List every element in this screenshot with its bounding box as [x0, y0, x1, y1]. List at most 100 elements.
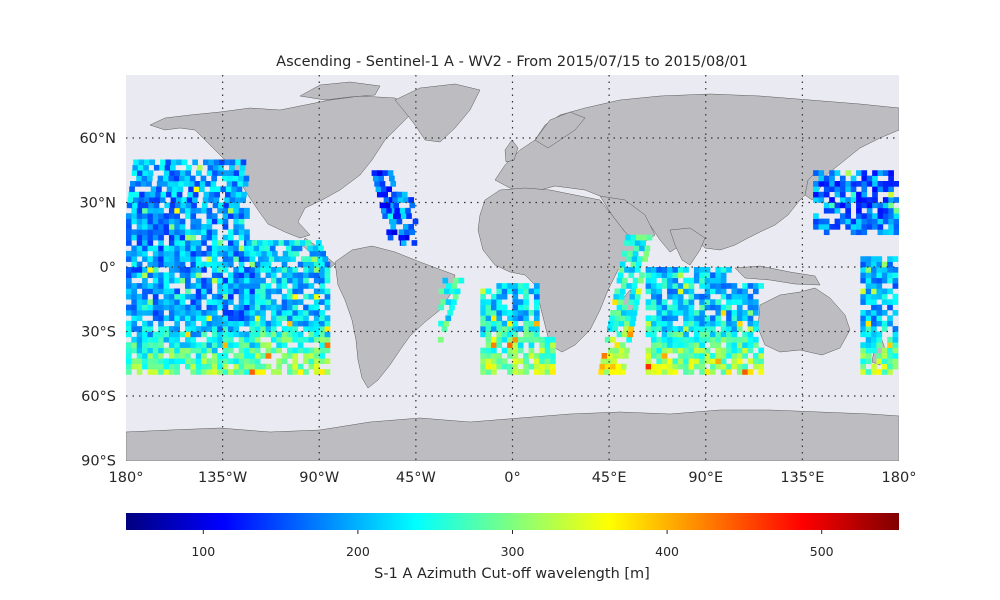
data-cell: [313, 363, 320, 370]
data-cell: [227, 240, 234, 246]
data-cell: [523, 363, 529, 370]
data-cell: [612, 353, 619, 359]
data-cell: [179, 224, 186, 230]
data-cell: [645, 299, 652, 305]
data-cell: [260, 293, 266, 300]
data-cell: [501, 293, 508, 300]
data-cell: [159, 197, 166, 203]
data-cell: [758, 363, 765, 370]
data-cell: [196, 164, 203, 171]
data-cell: [179, 170, 186, 176]
data-cell: [313, 331, 320, 338]
data-cell: [661, 331, 668, 338]
data-cell: [276, 331, 282, 338]
data-cell: [533, 304, 540, 311]
data-cell: [227, 369, 234, 375]
data-cell: [643, 250, 650, 257]
data-cell: [628, 272, 635, 279]
data-cell: [860, 320, 867, 327]
data-cell: [491, 304, 497, 311]
data-cell: [222, 283, 229, 289]
data-cell: [158, 256, 164, 262]
data-cell: [316, 240, 322, 246]
data-cell: [752, 299, 759, 305]
data-cell: [850, 181, 857, 187]
data-cell: [317, 256, 323, 262]
data-cell: [646, 234, 653, 241]
data-cell: [661, 310, 668, 316]
data-cell: [185, 347, 191, 354]
data-cell: [195, 293, 202, 300]
data-cell: [260, 331, 266, 338]
data-cell: [720, 353, 727, 359]
data-cell: [866, 224, 873, 230]
data-cell: [861, 170, 868, 176]
data-cell: [860, 369, 867, 375]
data-cell: [865, 288, 872, 295]
data-cell: [219, 159, 225, 166]
data-cell: [650, 267, 657, 273]
data-cell: [238, 336, 245, 343]
data-cell: [699, 283, 705, 289]
data-cell: [892, 342, 899, 348]
data-cell: [752, 288, 759, 295]
data-cell: [251, 240, 258, 246]
data-cell: [834, 191, 841, 198]
data-cell: [704, 267, 711, 273]
data-cell: [249, 369, 256, 375]
africa: [477, 187, 641, 353]
data-cell: [223, 202, 230, 209]
data-cell: [158, 218, 164, 225]
data-cell: [147, 240, 154, 246]
data-cell: [142, 207, 148, 214]
data-cell: [158, 315, 164, 322]
data-cell: [731, 320, 738, 327]
data-cell: [617, 272, 624, 279]
data-cell: [254, 353, 261, 359]
data-cell: [688, 353, 695, 359]
data-cell: [877, 202, 884, 209]
data-cell: [865, 283, 872, 289]
data-cell: [704, 288, 711, 295]
data-cell: [254, 358, 261, 365]
data-cell: [164, 164, 171, 171]
data-cell: [610, 310, 616, 316]
data-cell: [396, 218, 403, 225]
data-cell: [645, 288, 652, 295]
data-cell: [222, 363, 229, 370]
data-cell: [496, 336, 503, 343]
data-cell: [324, 288, 331, 295]
data-cell: [491, 342, 497, 348]
data-cell: [190, 326, 197, 332]
data-cell: [131, 342, 138, 348]
data-cell: [287, 310, 293, 316]
data-cell: [715, 353, 722, 359]
data-cell: [877, 181, 884, 187]
data-cell: [138, 159, 145, 166]
data-cell: [309, 250, 316, 257]
data-cell: [626, 336, 632, 343]
data-cell: [699, 267, 705, 273]
data-cell: [188, 186, 194, 193]
data-cell: [270, 267, 277, 273]
data-cell: [218, 202, 224, 209]
data-cell: [287, 272, 293, 279]
data-cell: [152, 207, 159, 214]
data-cell: [297, 310, 304, 316]
data-cell: [856, 213, 862, 219]
data-cell: [174, 320, 180, 327]
data-cell: [142, 283, 148, 289]
data-cell: [313, 299, 320, 305]
data-cell: [845, 218, 851, 225]
data-cell: [882, 170, 889, 176]
data-cell: [683, 288, 689, 295]
data-cell: [699, 320, 705, 327]
data-cell: [303, 320, 309, 327]
data-cell: [128, 191, 135, 198]
data-cell: [861, 175, 868, 182]
data-cell: [163, 261, 170, 268]
data-cell: [876, 342, 883, 348]
data-cell: [672, 293, 679, 300]
data-cell: [720, 347, 727, 354]
data-cell: [262, 240, 269, 246]
